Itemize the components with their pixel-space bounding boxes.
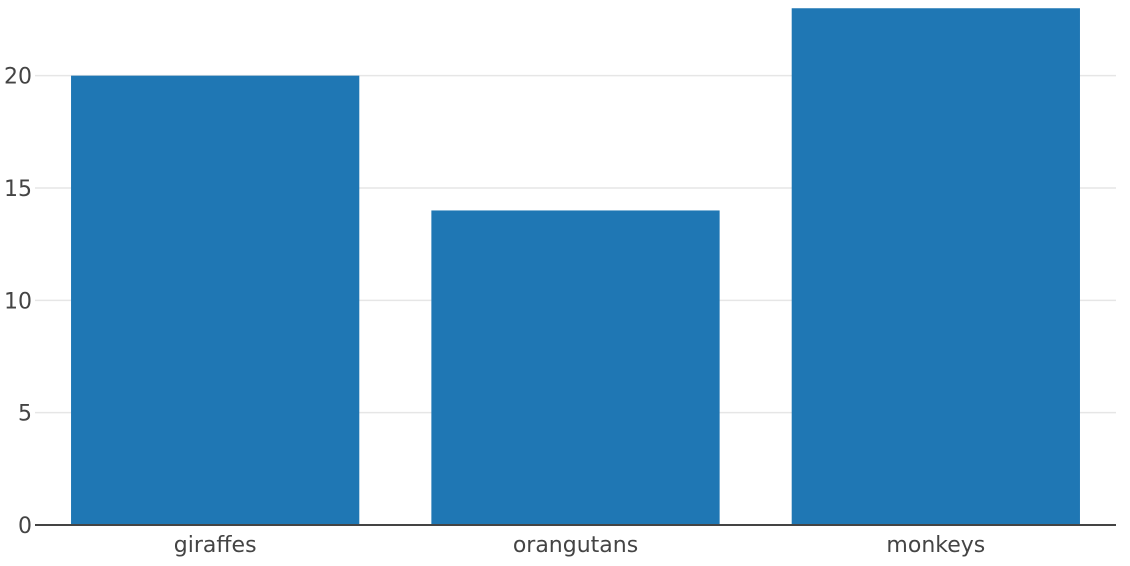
x-axis-ticks: giraffes orangutans monkeys: [174, 533, 985, 558]
y-tick-label: 15: [4, 177, 32, 202]
bar-orangutans: [431, 210, 720, 526]
bar-giraffes: [71, 75, 360, 525]
bars: [71, 8, 1080, 526]
y-tick-label: 20: [4, 65, 32, 90]
y-tick-label: 5: [18, 402, 32, 427]
y-tick-label: 10: [4, 289, 32, 314]
bar-monkeys: [791, 8, 1080, 525]
x-tick-label-orangutans: orangutans: [513, 533, 638, 558]
x-tick-label-giraffes: giraffes: [174, 533, 257, 558]
y-axis-ticks: 0 5 10 15 20: [4, 65, 32, 539]
x-tick-label-monkeys: monkeys: [886, 533, 985, 558]
y-tick-label: 0: [18, 514, 32, 539]
